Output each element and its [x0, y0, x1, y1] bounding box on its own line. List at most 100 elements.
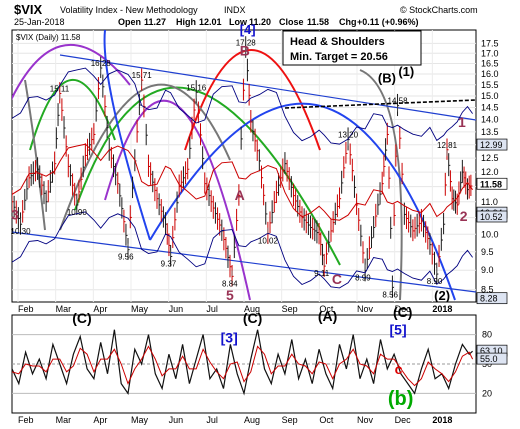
oscillator-wave-label: [5]: [390, 322, 407, 338]
series-legend: $VIX (Daily) 11.58: [16, 33, 81, 42]
y-tick-label: 9.0: [481, 265, 494, 275]
oscillator-wave-label: (b): [388, 388, 414, 410]
x-tick-label: Feb: [18, 415, 34, 425]
oscillator-badge: [476, 352, 508, 365]
x-tick-label: Oct: [319, 415, 334, 425]
lower-channel: [12, 231, 476, 293]
wave-labels: [4] B (B) (1) 1 2 (2) 3 A C 5: [11, 22, 468, 303]
x-tick-label: Aug: [244, 304, 260, 314]
oscillator-wave-label: (C): [72, 310, 91, 326]
overlays: [12, 67, 474, 289]
x-tick-label: Jun: [169, 304, 184, 314]
cycle-arc-2: [104, 99, 251, 301]
annotation-line-2: Min. Target = 20.56: [290, 51, 388, 63]
price-label: 14.58: [388, 97, 409, 106]
channel-lines: [12, 54, 476, 293]
price-label: 9.11: [314, 269, 330, 278]
last-value-label: 10.52: [480, 212, 503, 222]
y-tick-label: 12.5: [481, 153, 499, 163]
wave-label: (B): [378, 71, 396, 86]
x-tick-label: Apr: [93, 304, 107, 314]
y-tick-label: 10.0: [481, 229, 499, 239]
low-value: 11.20: [249, 17, 271, 27]
x-tick-label: Jul: [206, 304, 218, 314]
wave-label: B: [240, 42, 250, 58]
oscillator-wave-label: c: [395, 361, 403, 377]
x-tick-label: Mar: [56, 415, 72, 425]
wave-label: 2: [460, 208, 468, 224]
cycle-arc-7: [59, 83, 231, 231]
y-tick-label: 11.0: [481, 197, 498, 207]
y-tick-label: 14.5: [481, 103, 499, 113]
last-value-badge: [476, 292, 508, 305]
price-label: 12.81: [437, 141, 458, 150]
high-value: 12.01: [199, 17, 222, 27]
wave-label: 5: [226, 287, 234, 303]
date-axis: Feb Mar Apr May Jun Jul Aug Sep Oct Nov Dec 2018: [18, 304, 452, 314]
cycle-arc-3: [29, 78, 116, 151]
last-value-badge: [476, 138, 508, 151]
cycle-arcs: [12, 30, 456, 301]
price-label: 9.56: [118, 253, 134, 262]
oscillator-wave-label: (A): [318, 308, 337, 324]
chg-label: Chg: [339, 17, 357, 27]
neckline: [284, 99, 476, 109]
oscillator-badge-label: 55.0: [480, 354, 498, 364]
oscillator-wave-label: (C): [393, 304, 412, 320]
last-value-label: 11.58: [480, 179, 502, 189]
x-tick-label: Dec: [395, 304, 412, 314]
open-value: 11.27: [144, 17, 166, 27]
y-tick-label: 9.5: [481, 247, 494, 257]
y-tick-label: 16.5: [481, 58, 499, 68]
cycle-arc-8: [359, 69, 403, 301]
price-label: 16.28: [91, 59, 112, 68]
moving-average: [12, 143, 474, 221]
x-tick-label: 2018: [432, 415, 452, 425]
last-value-badge: [476, 210, 508, 223]
price-label: 8.90: [427, 277, 443, 286]
oscillator-wave-labels: (C) (C) (A) (C) [3] [5] c (b): [72, 304, 413, 410]
oscillator-date-axis: Feb Mar Apr May Jun Jul Aug Sep Oct Nov Dec 2018: [18, 415, 452, 425]
cycle-arc-4: [74, 86, 341, 266]
y-tick-label: 13.5: [481, 127, 499, 137]
price-label: 10.90: [67, 208, 88, 217]
last-value-label: 8.28: [480, 294, 498, 304]
chg-value: +0.11 (+0.96%): [357, 17, 419, 27]
x-tick-label: 2018: [432, 304, 452, 314]
wave-label: (2): [434, 288, 450, 303]
bollinger-lower: [12, 211, 473, 289]
close-value: 11.58: [307, 17, 329, 27]
y-tick-label: 17.5: [481, 38, 499, 48]
oscillator-tick-label: 80: [482, 330, 492, 340]
high-label: High: [176, 17, 196, 27]
close-label: Close: [279, 17, 304, 27]
signal-line: [12, 345, 474, 387]
wave-label: C: [332, 271, 342, 287]
x-tick-label: May: [131, 415, 149, 425]
last-value-label: 12.99: [480, 140, 503, 150]
symbol: $VIX: [14, 2, 43, 17]
y-tick-label: 16.0: [481, 69, 499, 79]
x-tick-label: Mar: [56, 304, 72, 314]
x-tick-label: Jul: [206, 415, 218, 425]
low-label: Low: [229, 17, 248, 27]
y-tick-label: 15.5: [481, 80, 499, 90]
x-tick-label: Sep: [282, 304, 298, 314]
cycle-arc-1: [12, 44, 131, 101]
x-tick-label: Apr: [93, 415, 107, 425]
oscillator-tick-label: 20: [482, 388, 492, 398]
chart-header: $VIX Volatility Index - New Methodology …: [14, 2, 478, 27]
wave-label: (1): [398, 64, 414, 79]
y-tick-label: 12.0: [481, 167, 499, 177]
price-label: 9.37: [161, 259, 177, 268]
wave-label: A: [235, 187, 245, 203]
y-tick-label: 15.0: [481, 91, 499, 101]
price-label: 13.20: [338, 131, 359, 140]
cycle-arc-9: [103, 30, 151, 241]
last-value-badge: [476, 177, 508, 190]
price-label: 15.11: [50, 84, 70, 93]
open-label: Open: [118, 17, 141, 27]
annotation-box-frame: [282, 30, 422, 66]
exchange: INDX: [224, 5, 246, 15]
